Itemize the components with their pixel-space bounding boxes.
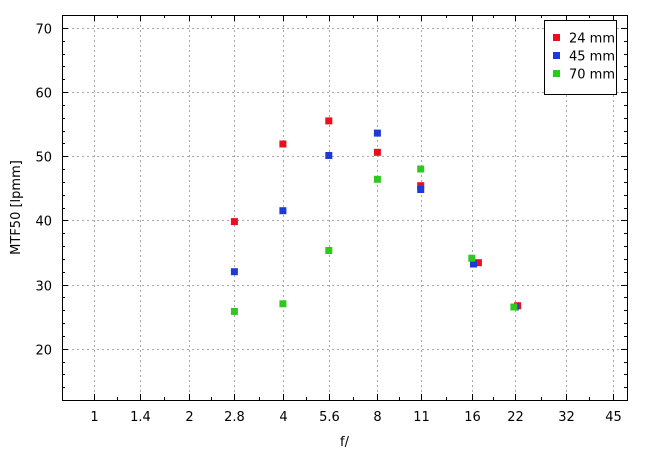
legend: 24 mm 45 mm 70 mm [544,20,617,95]
data-point [474,259,482,267]
x-axis-label: f/ [340,435,350,450]
data-point [325,152,333,159]
data-point [230,268,238,276]
x-tick-label: 2.8 [224,410,245,425]
data-point [230,218,238,226]
legend-marker [553,34,560,41]
data-point [417,186,425,193]
data-point [373,175,381,183]
data-point [468,254,476,262]
y-tick-label: 70 [35,23,52,38]
x-tick-label: 1 [90,410,98,425]
data-point [279,207,287,215]
data-point [373,129,381,137]
data-point [230,307,238,315]
legend-marker [553,70,560,77]
data-point [325,247,333,254]
data-point [279,140,287,148]
data-points [230,117,522,315]
x-tick-label: 22 [507,410,524,425]
y-tick-label: 30 [35,280,52,295]
x-tick-label: 45 [605,410,622,425]
x-tick-label: 32 [558,410,575,425]
data-point [470,260,477,268]
x-tick-label: 5.6 [319,410,340,425]
x-tick-label: 16 [464,410,481,425]
x-tick-label: 4 [279,410,287,425]
y-axis: 20 30 40 50 60 70 [35,15,627,401]
y-axis-label: MTF50 [lpmm] [9,160,24,255]
grid [62,15,627,400]
y-tick-label: 40 [35,215,52,230]
y-tick-label: 20 [35,344,52,359]
legend-marker [553,52,560,59]
plot-frame [62,15,628,401]
data-point [373,148,381,156]
data-point [510,303,518,311]
data-point [417,165,425,173]
legend-entry: 45 mm [569,50,615,65]
data-point [417,182,425,190]
x-tick-label: 11 [413,410,430,425]
y-tick-label: 60 [35,87,52,102]
x-tick-label: 2 [185,410,193,425]
x-tick-label: 1.4 [130,410,151,425]
y-tick-label: 50 [35,151,52,166]
data-point [279,300,287,308]
legend-entry: 24 mm [569,32,615,47]
x-tick-label: 8 [373,410,381,425]
x-axis: 1 1.4 2 2.8 4 5.6 8 11 16 22 32 45 [90,15,622,425]
data-point [325,117,333,125]
legend-entry: 70 mm [569,68,615,83]
